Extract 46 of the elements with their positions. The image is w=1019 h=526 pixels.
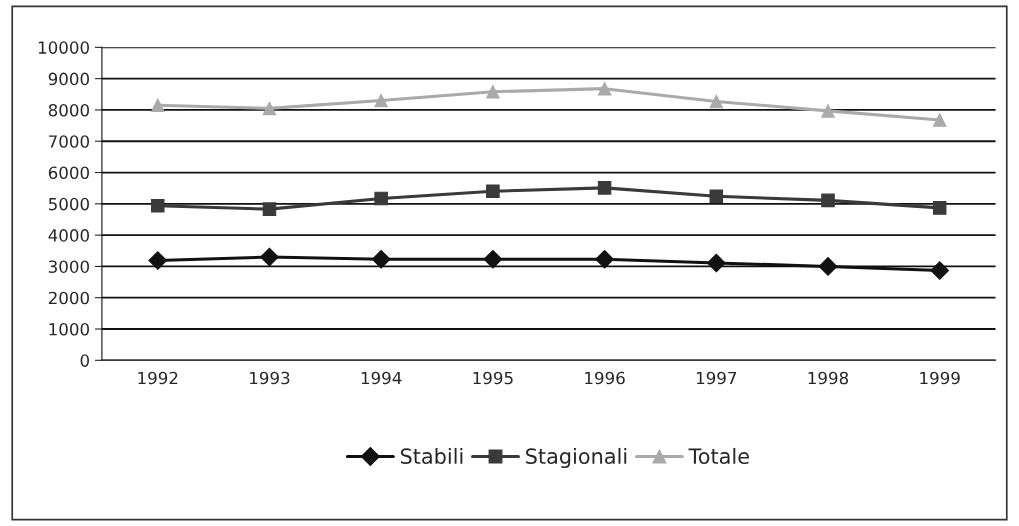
point xyxy=(148,251,168,270)
x-tick-label: 1997 xyxy=(696,371,737,385)
y-tick-label: 6000 xyxy=(48,166,89,180)
point xyxy=(709,94,724,109)
x-tick-label: 1994 xyxy=(361,371,402,385)
y-tick-label: 5000 xyxy=(48,197,89,211)
y-tick-label: 9000 xyxy=(48,72,89,86)
point xyxy=(932,113,947,127)
point xyxy=(821,193,835,208)
point xyxy=(932,201,947,215)
legend-label: Stagionali xyxy=(526,447,627,469)
point xyxy=(262,202,277,216)
y-tick-label: 3000 xyxy=(48,260,89,273)
point xyxy=(930,261,950,280)
point xyxy=(818,257,838,276)
point xyxy=(374,93,388,108)
point xyxy=(486,85,500,99)
x-tick-label: 1998 xyxy=(808,371,849,385)
point xyxy=(821,104,835,118)
x-tick-label: 1993 xyxy=(250,371,290,385)
x-tick-label: 1995 xyxy=(473,371,513,385)
point xyxy=(150,98,165,113)
y-tick-label: 7000 xyxy=(49,135,89,148)
point xyxy=(597,181,612,195)
x-tick-label: 1996 xyxy=(585,371,625,385)
point xyxy=(597,81,612,96)
point xyxy=(709,189,724,204)
y-tick-label: 1000 xyxy=(49,322,89,336)
legend-label: Stabili xyxy=(400,447,463,465)
point xyxy=(371,249,391,269)
x-tick-label: 1999 xyxy=(920,371,960,385)
point xyxy=(595,249,614,269)
point xyxy=(150,198,165,213)
legend-label: Totale xyxy=(688,447,749,465)
point xyxy=(483,249,503,269)
point xyxy=(262,101,277,116)
y-tick-label: 10000 xyxy=(38,41,89,54)
point xyxy=(260,247,279,267)
point xyxy=(374,191,388,206)
y-tick-label: 4000 xyxy=(48,229,89,242)
y-tick-label: 8000 xyxy=(48,103,89,117)
point xyxy=(486,184,500,199)
y-tick-label: 2000 xyxy=(48,291,89,305)
point xyxy=(706,253,726,273)
y-tick-label: 0 xyxy=(80,354,89,367)
x-tick-label: 1992 xyxy=(138,371,178,385)
